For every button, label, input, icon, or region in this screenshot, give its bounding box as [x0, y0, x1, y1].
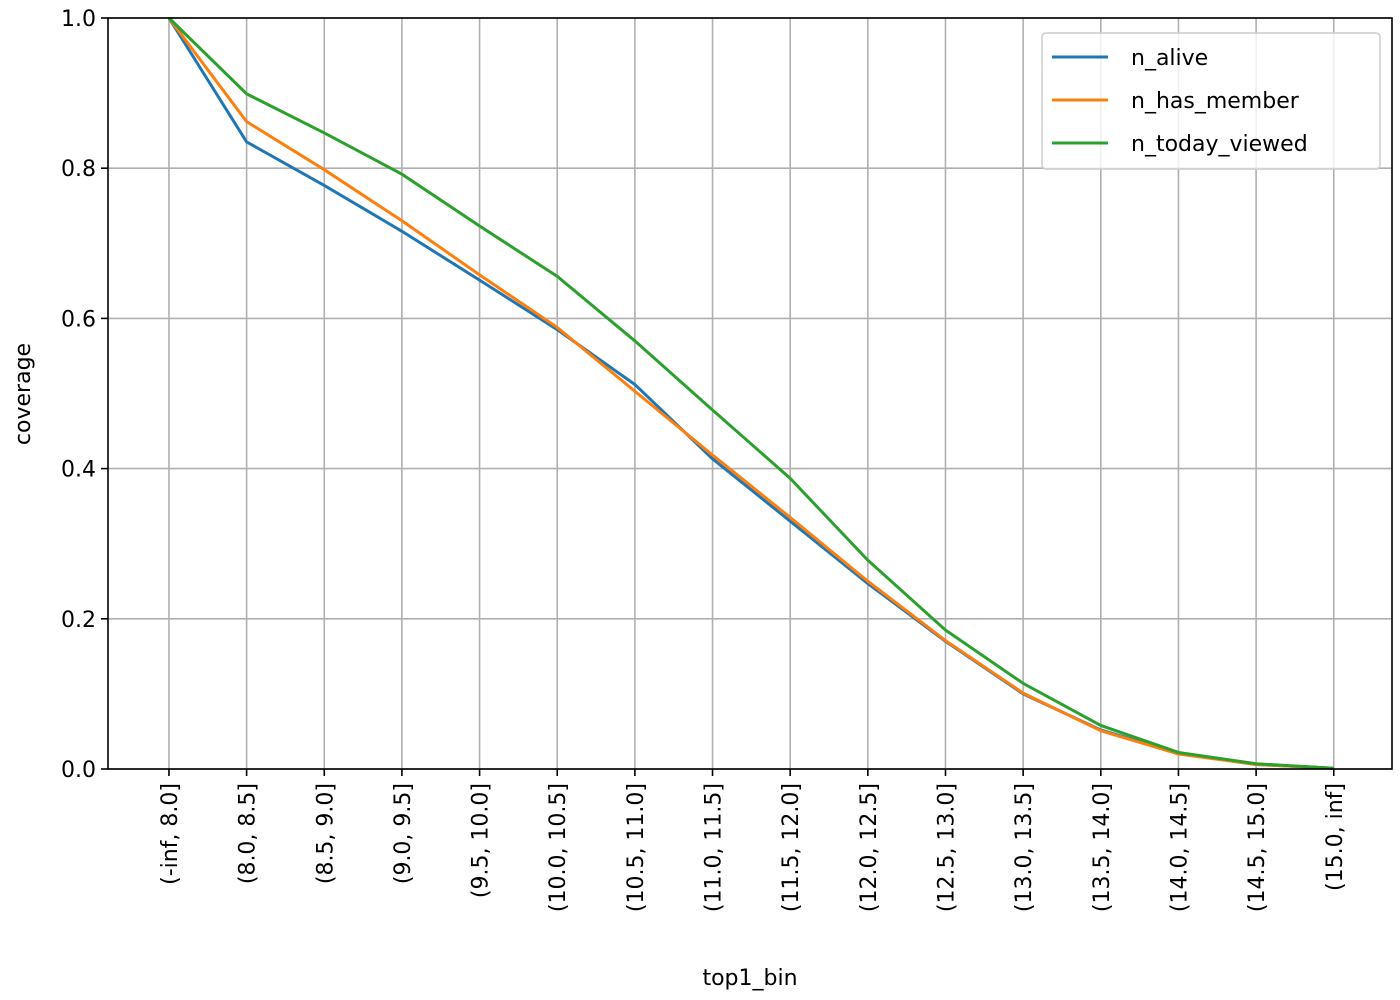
- x-axis-label: top1_bin: [702, 966, 797, 991]
- y-tick-label: 0.0: [61, 758, 96, 783]
- y-tick-label: 0.8: [61, 157, 96, 182]
- legend-box: [1041, 32, 1381, 170]
- x-tick-label: (12.5, 13.0]: [934, 783, 959, 912]
- x-tick-label: (-inf, 8.0]: [158, 783, 183, 885]
- x-tick-label: (14.0, 14.5]: [1167, 783, 1192, 912]
- x-tick-label: (12.0, 12.5]: [857, 783, 882, 912]
- y-tick-label: 0.4: [61, 458, 96, 483]
- x-tick-label: (13.5, 14.0]: [1090, 783, 1115, 912]
- legend: n_alive n_has_member n_today_viewed: [1041, 32, 1381, 170]
- x-tick-label: (9.0, 9.5]: [391, 783, 416, 884]
- x-tick-label: (15.0, inf]: [1323, 783, 1348, 891]
- y-tick-label: 1.0: [61, 7, 96, 32]
- x-tick-label: (13.0, 13.5]: [1012, 783, 1037, 912]
- x-tick-label: (10.5, 11.0]: [624, 783, 649, 912]
- y-axis-label: coverage: [11, 343, 36, 445]
- y-tick-label: 0.2: [61, 608, 96, 633]
- data-line: [167, 16, 1334, 770]
- x-tick-label: (8.0, 8.5]: [236, 783, 261, 884]
- x-tick-label: (10.0, 10.5]: [546, 783, 571, 912]
- y-tick-label: 0.6: [61, 307, 96, 332]
- plot-frame: [107, 17, 1393, 770]
- x-tick-label: (9.5, 10.0]: [469, 783, 494, 898]
- x-tick-label: (14.5, 15.0]: [1245, 783, 1270, 912]
- legend-label: n_today_viewed: [1131, 132, 1308, 157]
- data-line: [167, 17, 1334, 770]
- x-tick-label: (8.5, 9.0]: [313, 783, 338, 884]
- legend-label: n_alive: [1131, 46, 1208, 71]
- legend-label: n_has_member: [1131, 89, 1300, 114]
- x-tick-label: (11.0, 11.5]: [702, 783, 727, 912]
- x-tick-label: (11.5, 12.0]: [779, 783, 804, 912]
